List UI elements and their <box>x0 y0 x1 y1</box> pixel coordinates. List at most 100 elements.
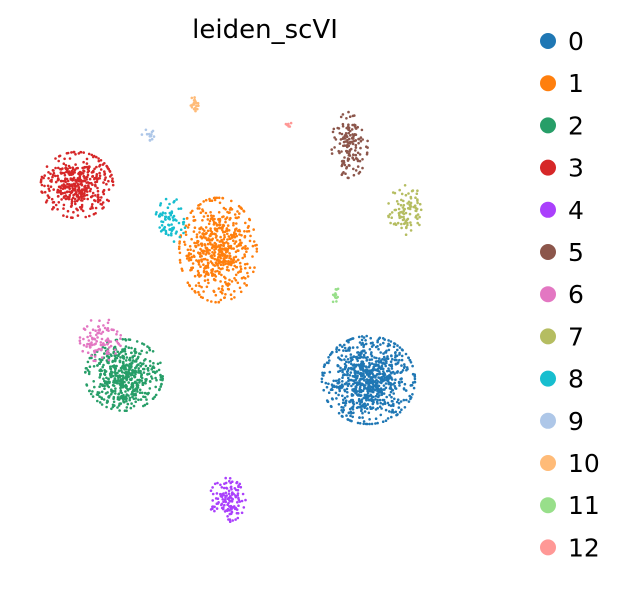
point-cluster-0 <box>338 387 341 391</box>
point-cluster-9 <box>144 128 148 132</box>
point-cluster-0 <box>413 375 417 378</box>
point-cluster-3 <box>80 207 83 211</box>
point-cluster-3 <box>59 179 63 183</box>
point-cluster-2 <box>161 377 164 381</box>
point-cluster-1 <box>227 259 230 263</box>
point-cluster-1 <box>255 250 259 253</box>
point-cluster-0 <box>355 401 359 405</box>
point-cluster-2 <box>103 384 106 388</box>
point-cluster-4 <box>211 486 214 489</box>
point-cluster-5 <box>342 144 345 148</box>
point-cluster-11 <box>334 288 338 291</box>
point-cluster-1 <box>219 280 222 283</box>
point-cluster-0 <box>355 363 358 367</box>
point-cluster-2 <box>154 376 157 380</box>
point-cluster-3 <box>57 178 60 181</box>
point-cluster-6 <box>103 343 106 347</box>
point-cluster-1 <box>219 263 223 267</box>
point-cluster-0 <box>386 417 390 420</box>
point-cluster-2 <box>114 392 117 395</box>
point-cluster-3 <box>52 188 55 191</box>
point-cluster-6 <box>98 319 101 323</box>
point-cluster-6 <box>91 337 94 341</box>
point-cluster-0 <box>376 389 379 393</box>
point-cluster-2 <box>124 368 128 371</box>
point-cluster-2 <box>134 400 137 404</box>
point-cluster-2 <box>111 359 115 363</box>
point-cluster-1 <box>201 208 204 211</box>
point-cluster-7 <box>418 202 422 206</box>
point-cluster-0 <box>331 397 334 401</box>
point-cluster-4 <box>222 486 226 490</box>
point-cluster-7 <box>409 221 412 224</box>
point-cluster-1 <box>178 242 181 245</box>
point-cluster-9 <box>140 133 144 136</box>
point-cluster-3 <box>111 177 114 180</box>
point-cluster-2 <box>140 349 143 353</box>
point-cluster-0 <box>342 398 345 402</box>
point-cluster-1 <box>192 219 196 222</box>
point-cluster-3 <box>47 187 51 190</box>
point-cluster-7 <box>398 188 402 192</box>
point-cluster-2 <box>101 384 104 387</box>
point-cluster-1 <box>205 246 209 250</box>
point-cluster-0 <box>345 414 348 417</box>
point-cluster-0 <box>368 418 371 421</box>
point-cluster-0 <box>384 382 388 385</box>
point-cluster-6 <box>83 328 87 331</box>
point-cluster-0 <box>364 404 368 408</box>
point-cluster-0 <box>377 372 381 376</box>
point-cluster-7 <box>390 216 394 219</box>
point-cluster-3 <box>92 212 96 216</box>
point-cluster-1 <box>248 239 252 243</box>
point-cluster-0 <box>346 391 349 394</box>
point-cluster-4 <box>231 497 234 501</box>
point-cluster-6 <box>78 336 82 339</box>
point-cluster-0 <box>383 373 387 376</box>
point-cluster-1 <box>210 254 214 257</box>
point-cluster-2 <box>103 372 106 376</box>
point-cluster-1 <box>191 266 195 270</box>
point-cluster-3 <box>73 200 77 203</box>
point-cluster-0 <box>347 367 351 370</box>
point-cluster-4 <box>235 508 239 511</box>
point-cluster-0 <box>349 414 352 418</box>
point-cluster-0 <box>393 397 396 401</box>
point-cluster-5 <box>359 146 362 150</box>
point-cluster-4 <box>237 504 240 508</box>
point-cluster-4 <box>224 491 228 495</box>
point-cluster-5 <box>330 148 334 151</box>
point-cluster-2 <box>110 374 114 378</box>
point-cluster-1 <box>187 259 191 262</box>
point-cluster-0 <box>394 356 397 359</box>
point-cluster-2 <box>154 385 157 389</box>
point-cluster-1 <box>193 241 196 245</box>
point-cluster-4 <box>241 492 245 496</box>
point-cluster-0 <box>379 401 383 405</box>
point-cluster-1 <box>243 255 247 258</box>
point-cluster-0 <box>323 371 326 375</box>
point-cluster-2 <box>124 375 128 378</box>
point-cluster-0 <box>367 411 371 415</box>
point-cluster-12 <box>289 121 293 125</box>
point-cluster-1 <box>213 241 217 245</box>
point-cluster-5 <box>352 158 356 162</box>
point-cluster-5 <box>356 159 360 163</box>
point-cluster-0 <box>390 354 393 357</box>
point-cluster-4 <box>234 518 237 521</box>
point-cluster-1 <box>234 273 238 277</box>
point-cluster-3 <box>69 191 73 195</box>
point-cluster-2 <box>159 378 162 381</box>
point-cluster-3 <box>91 191 95 195</box>
point-cluster-4 <box>240 499 244 503</box>
point-cluster-2 <box>108 394 111 398</box>
point-cluster-0 <box>361 411 364 415</box>
point-cluster-1 <box>232 239 235 242</box>
point-cluster-1 <box>198 274 201 277</box>
point-cluster-1 <box>209 260 213 263</box>
point-cluster-5 <box>342 140 346 144</box>
point-cluster-0 <box>375 356 378 360</box>
point-cluster-8 <box>170 223 173 226</box>
point-cluster-3 <box>88 214 91 218</box>
point-cluster-1 <box>211 251 214 254</box>
